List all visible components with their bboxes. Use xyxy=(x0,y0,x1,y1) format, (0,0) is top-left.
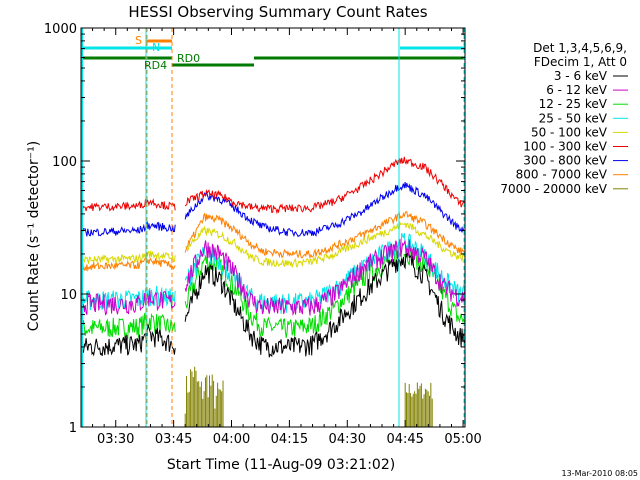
y-tick-label: 1 xyxy=(69,421,77,436)
x-axis-label: Start Time (11-Aug-09 03:21:02) xyxy=(167,457,395,473)
y-tick-label: 10 xyxy=(60,288,77,303)
annotation-rd0: RD0 xyxy=(177,52,200,65)
x-tick-label: 04:15 xyxy=(271,432,308,447)
series-7 xyxy=(81,210,465,272)
series-line xyxy=(184,210,465,260)
series-line xyxy=(184,182,465,238)
annotation-n: N xyxy=(152,41,160,54)
legend-label: 300 - 800 keV xyxy=(523,154,607,168)
y-tick-label: 1000 xyxy=(44,22,77,37)
series-3 xyxy=(81,232,465,314)
legend-label: 3 - 6 keV xyxy=(554,69,608,83)
series-line xyxy=(81,197,176,212)
series-line xyxy=(81,250,176,265)
y-tick-label: 100 xyxy=(52,155,77,170)
series-0 xyxy=(81,252,465,358)
chart-title: HESSI Observing Summary Count Rates xyxy=(128,3,427,21)
plot-frame xyxy=(80,27,466,428)
legend-label: 800 - 7000 keV xyxy=(516,168,608,182)
legend-header-line-2: FDecim 1, Att 0 xyxy=(534,55,627,69)
legend-header-line-1: Det 1,3,4,5,6,9, xyxy=(533,41,627,55)
x-tick-label: 04:00 xyxy=(213,432,250,447)
series-line xyxy=(81,323,176,357)
series-6 xyxy=(81,182,465,238)
datestamp: 13-Mar-2010 08:05 xyxy=(562,469,639,478)
series-4 xyxy=(81,221,465,268)
series-8 xyxy=(184,366,433,427)
series-1 xyxy=(81,238,465,317)
series-5 xyxy=(81,156,465,215)
annotation-s: S xyxy=(135,34,142,47)
series-line xyxy=(81,220,176,237)
x-tick-label: 04:30 xyxy=(329,432,366,447)
series-line xyxy=(184,156,465,215)
legend-label: 50 - 100 keV xyxy=(531,125,608,139)
series-line xyxy=(81,256,176,272)
legend-label: 6 - 12 keV xyxy=(546,83,608,97)
legend-label: 12 - 25 keV xyxy=(539,97,608,111)
legend: Det 1,3,4,5,6,9, FDecim 1, Att 0 3 - 6 k… xyxy=(500,41,628,196)
legend-label: 7000 - 20000 keV xyxy=(500,182,607,196)
mode-boundaries xyxy=(81,28,465,427)
legend-label: 100 - 300 keV xyxy=(523,140,607,154)
series-line xyxy=(184,221,465,268)
axes: 03:30 03:45 04:00 04:15 04:30 04:45 05:00 1 10 10… xyxy=(44,22,482,447)
x-tick-label: 05:00 xyxy=(444,432,481,447)
x-tick-label: 03:30 xyxy=(97,432,134,447)
series-line xyxy=(81,312,176,341)
legend-label: 25 - 50 keV xyxy=(539,111,608,125)
series-line xyxy=(81,290,176,316)
annotation-rd4: RD4 xyxy=(144,59,167,72)
x-tick-label: 04:45 xyxy=(386,432,423,447)
x-tick-label: 03:45 xyxy=(155,432,192,447)
series-line xyxy=(184,252,465,358)
series-lines xyxy=(81,156,465,427)
series-line xyxy=(81,286,176,311)
status-bars xyxy=(81,39,465,67)
series-line xyxy=(184,238,465,317)
y-axis-label: Count Rate (s⁻¹ detector⁻¹) xyxy=(26,141,42,331)
